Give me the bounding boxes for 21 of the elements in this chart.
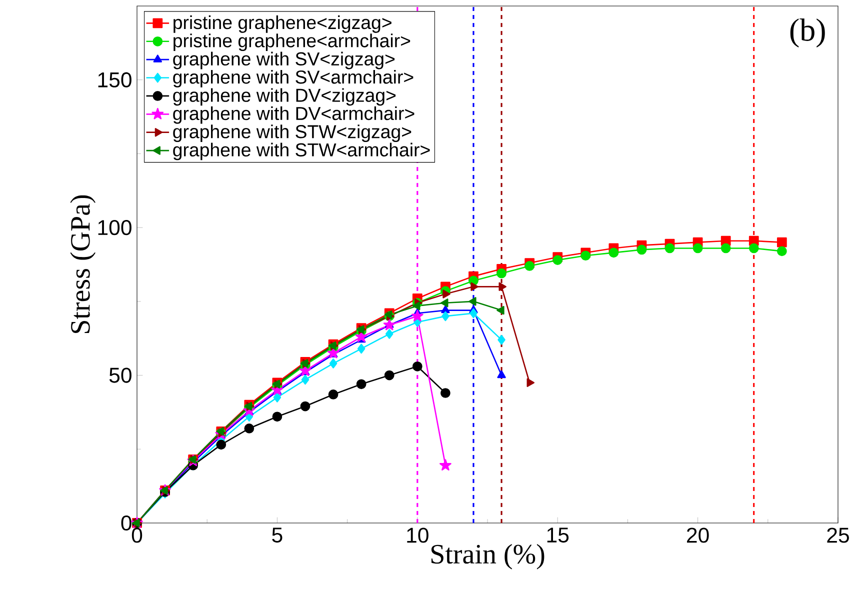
x-tick-label: 20 <box>687 528 709 543</box>
y-tick-label: 50 <box>109 368 132 383</box>
legend-label: graphene with DV<armchair> <box>173 106 414 124</box>
y-axis-title: Stress (GPa) <box>70 195 96 333</box>
x-tick-label: 5 <box>272 528 282 543</box>
x-tick-label: 15 <box>547 528 569 543</box>
y-tick-label: 100 <box>98 220 132 236</box>
annotation: (b) <box>790 18 825 48</box>
legend-label: graphene with SV<zigzag> <box>173 52 395 70</box>
x-tick-label: 25 <box>827 528 849 543</box>
y-tick-label: 150 <box>98 72 132 88</box>
x-tick-label: 10 <box>407 528 428 543</box>
x-axis-title: Strain (%) <box>431 544 544 570</box>
legend-label: graphene with SV<armchair> <box>173 70 414 88</box>
legend-label: pristine graphene<armchair> <box>174 34 410 52</box>
legend-label: graphene with DV<zigzag> <box>173 88 396 106</box>
legend-label: pristine graphene<zigzag> <box>174 15 392 33</box>
legend-label: graphene with STW<zigzag> <box>173 124 412 142</box>
legend-label: graphene with STW<armchair> <box>173 142 430 160</box>
x-tick-label: 0 <box>132 528 142 543</box>
y-tick-label: 0 <box>121 515 132 531</box>
